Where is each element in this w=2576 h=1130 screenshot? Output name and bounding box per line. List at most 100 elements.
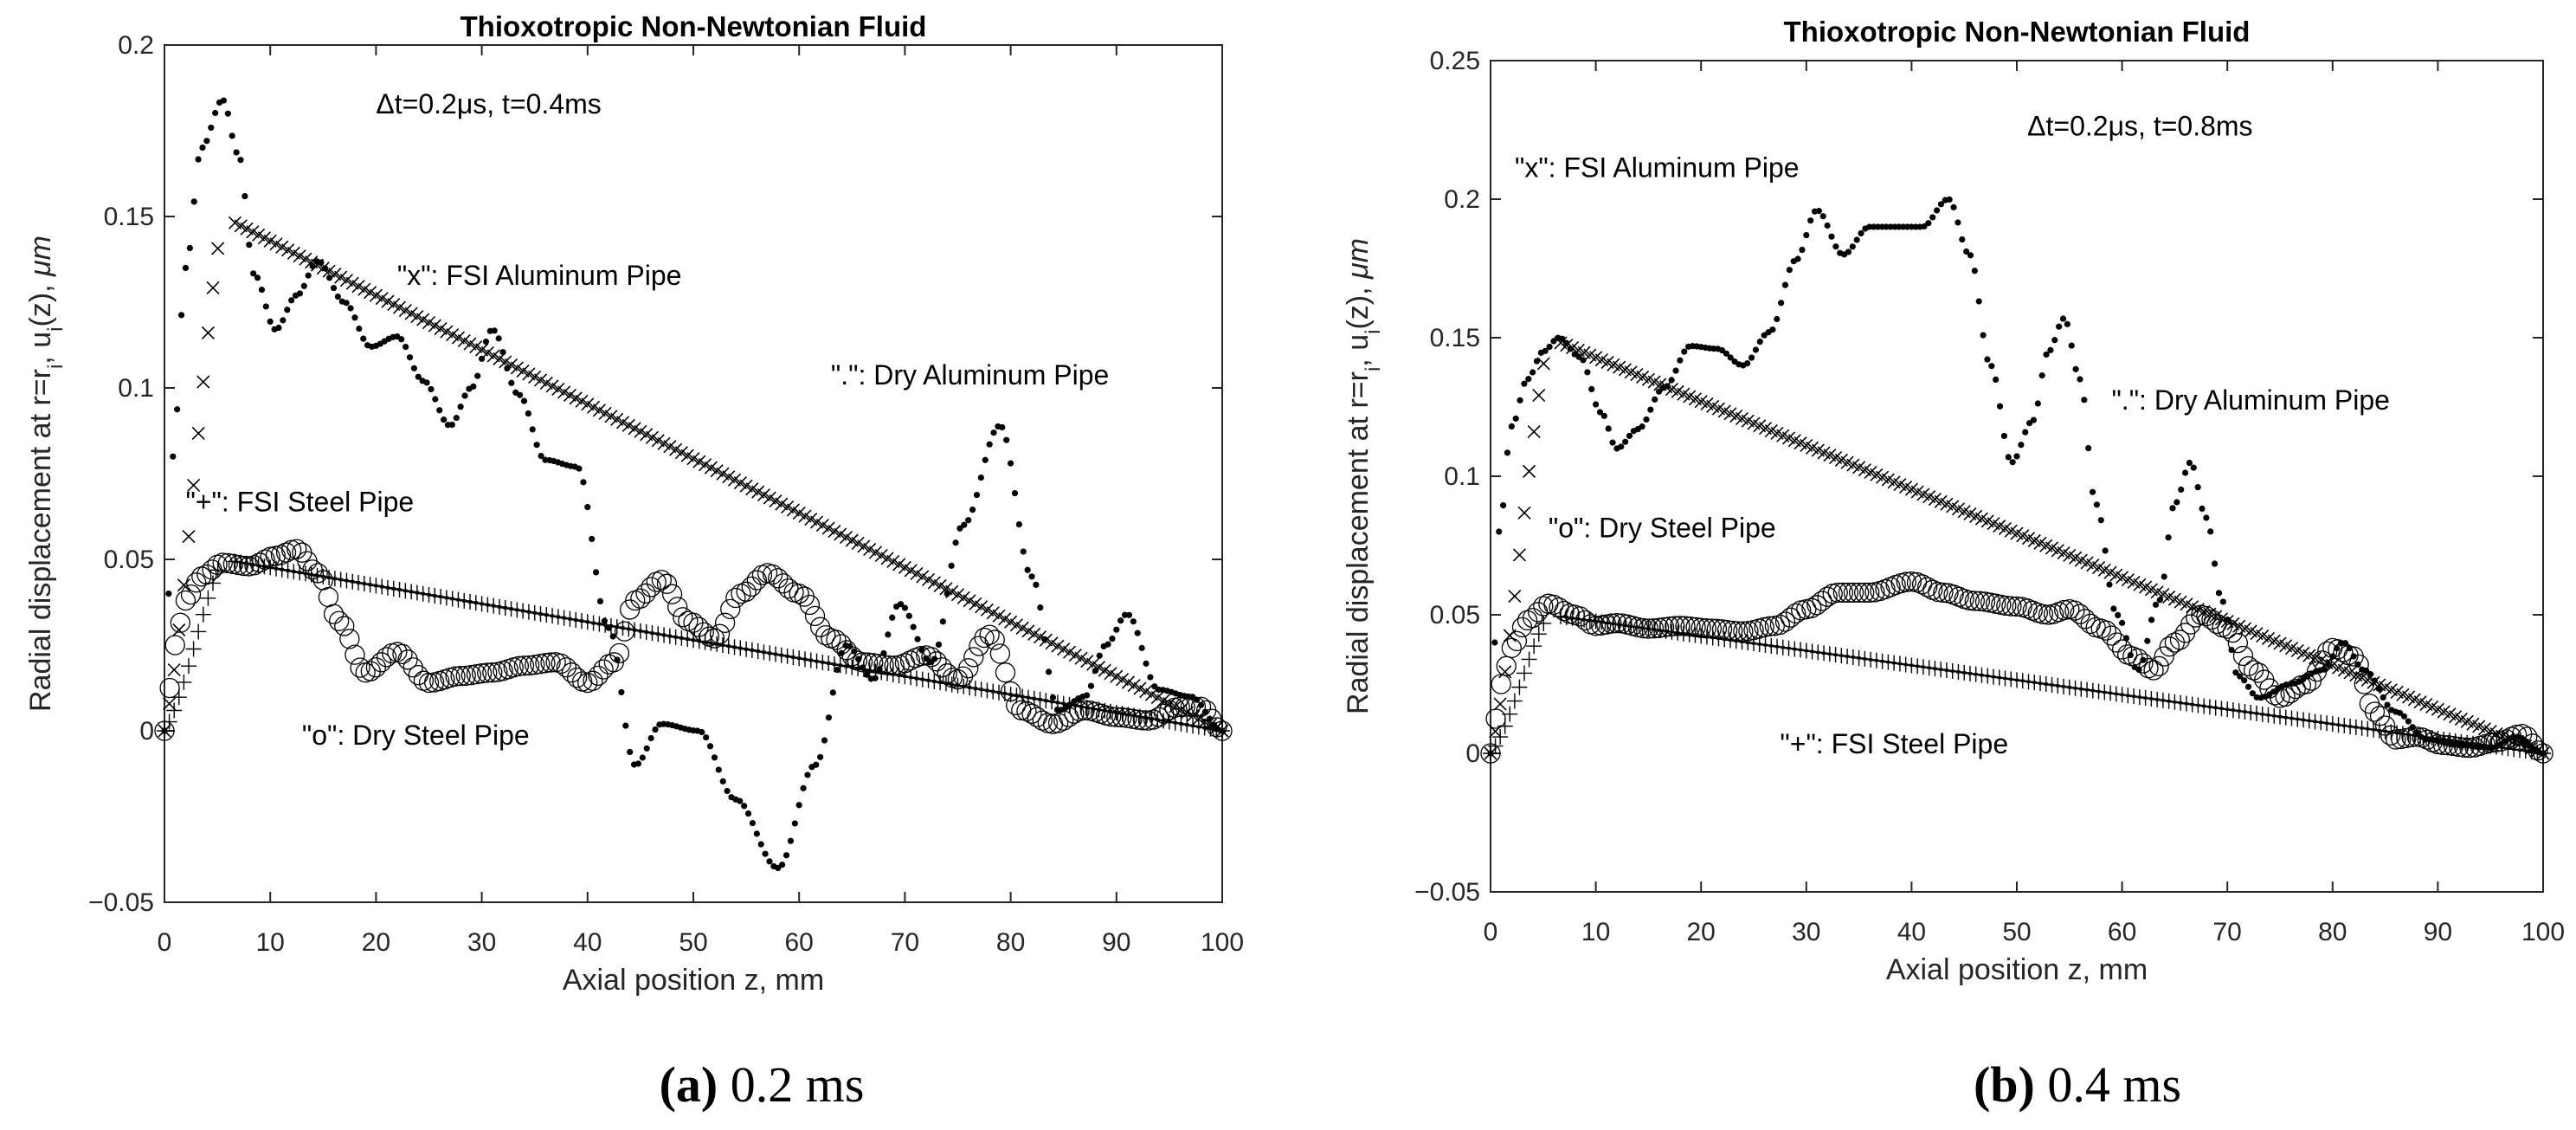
o-marker xyxy=(989,643,1011,664)
o-marker xyxy=(460,665,482,686)
plus-marker xyxy=(1002,687,1019,703)
series-dry-steel xyxy=(1480,571,2553,764)
dot-marker xyxy=(406,354,414,361)
o-marker xyxy=(974,627,995,649)
dot-marker xyxy=(965,517,972,524)
dot-marker xyxy=(1993,376,2000,384)
dot-marker xyxy=(2005,454,2012,461)
plus-marker xyxy=(638,623,654,640)
dot-marker xyxy=(2030,416,2038,423)
x-tick-label: 20 xyxy=(1687,918,1716,946)
dot-marker xyxy=(2413,729,2420,736)
x-tick-label: 40 xyxy=(573,928,602,957)
plus-marker xyxy=(332,571,349,588)
dot-marker xyxy=(1832,243,1839,250)
dot-marker xyxy=(237,157,244,164)
dot-marker xyxy=(943,591,950,597)
dot-marker xyxy=(2152,601,2160,608)
plus-marker xyxy=(2131,689,2148,706)
dot-marker xyxy=(177,312,185,319)
o-marker xyxy=(1728,621,1748,642)
o-marker xyxy=(397,649,418,670)
plus-marker xyxy=(1997,670,2013,687)
dot-marker xyxy=(360,335,367,342)
dot-marker xyxy=(533,442,540,449)
plus-marker xyxy=(315,568,332,584)
o-marker xyxy=(482,662,503,683)
dot-marker xyxy=(2375,685,2382,693)
dot-marker xyxy=(1049,694,1057,701)
o-marker xyxy=(2196,605,2217,627)
chart-b: Thioxotropic Non-Newtonian Fluid 0 10 20 30 4… xyxy=(1342,16,2565,986)
plus-marker xyxy=(1487,738,1504,754)
plus-marker xyxy=(2254,706,2270,722)
o-marker xyxy=(1696,618,1716,639)
dot-marker xyxy=(190,198,197,205)
x-marker xyxy=(191,426,205,440)
plus-marker xyxy=(732,640,749,656)
dot-marker xyxy=(1803,232,1810,239)
plus-marker xyxy=(185,641,202,657)
dot-marker xyxy=(584,504,591,511)
plus-marker xyxy=(1511,679,1528,695)
o-marker xyxy=(1207,717,1227,738)
dot-marker xyxy=(931,655,938,662)
plus-marker xyxy=(579,614,596,630)
plus-marker xyxy=(744,642,760,658)
dot-marker xyxy=(2181,469,2189,476)
plus-marker xyxy=(2201,699,2218,715)
caption-a: (a) 0.2 ms xyxy=(660,1056,865,1113)
plus-marker xyxy=(1536,615,1552,631)
plus-marker xyxy=(209,562,226,578)
o-marker xyxy=(2054,599,2075,621)
dot-marker xyxy=(182,264,190,271)
dot-marker xyxy=(1921,223,1928,230)
o-marker xyxy=(2317,641,2338,662)
plus-marker xyxy=(1839,649,1856,665)
dot-marker xyxy=(2194,484,2201,491)
dot-marker xyxy=(250,270,257,277)
x-marker xyxy=(172,623,186,637)
x-marker xyxy=(1523,464,1536,478)
annotation: "x": FSI Aluminum Pipe xyxy=(397,260,682,291)
dot-marker xyxy=(1045,668,1053,675)
dot-marker xyxy=(2224,617,2231,623)
plus-marker xyxy=(2354,720,2370,736)
y-tick-label: 0.05 xyxy=(1430,601,1480,630)
o-marker xyxy=(1848,582,1870,604)
dot-marker xyxy=(305,272,312,279)
dot-marker xyxy=(1955,219,1961,226)
plus-marker xyxy=(1763,637,1780,654)
annotation: "+": FSI Steel Pipe xyxy=(1780,728,2008,759)
o-marker xyxy=(884,655,905,676)
o-marker xyxy=(1037,713,1059,733)
dot-marker xyxy=(2013,453,2020,460)
y-tick-label: 0.25 xyxy=(1430,47,1480,75)
o-marker xyxy=(1575,610,1596,631)
dot-marker xyxy=(1104,641,1111,648)
o-marker xyxy=(1047,713,1069,733)
plus-marker xyxy=(796,651,813,668)
plus-marker xyxy=(1938,662,1955,679)
plus-marker xyxy=(368,578,384,594)
o-marker xyxy=(1896,571,1916,592)
plus-marker xyxy=(1950,663,1967,680)
dot-marker xyxy=(504,365,511,371)
y-axis-label: Radial displacement at r=ri, ui(z), μm xyxy=(24,236,68,712)
dot-marker xyxy=(1521,380,1528,387)
plus-marker xyxy=(1774,639,1791,655)
o-marker xyxy=(2106,632,2128,653)
annotation: Δt=0.2μs, t=0.8ms xyxy=(2027,110,2252,141)
o-marker xyxy=(667,597,688,617)
dot-marker xyxy=(2038,372,2045,379)
plus-marker xyxy=(2178,695,2194,712)
o-marker xyxy=(513,655,535,676)
dot-marker xyxy=(2127,651,2134,659)
o-marker xyxy=(1021,703,1042,724)
plus-marker xyxy=(2137,690,2154,707)
y-tick-label: −0.05 xyxy=(1414,878,1480,907)
plus-marker xyxy=(2283,710,2300,726)
plus-marker xyxy=(985,683,1001,700)
dot-marker xyxy=(1626,432,1633,439)
dot-marker xyxy=(2232,669,2239,676)
